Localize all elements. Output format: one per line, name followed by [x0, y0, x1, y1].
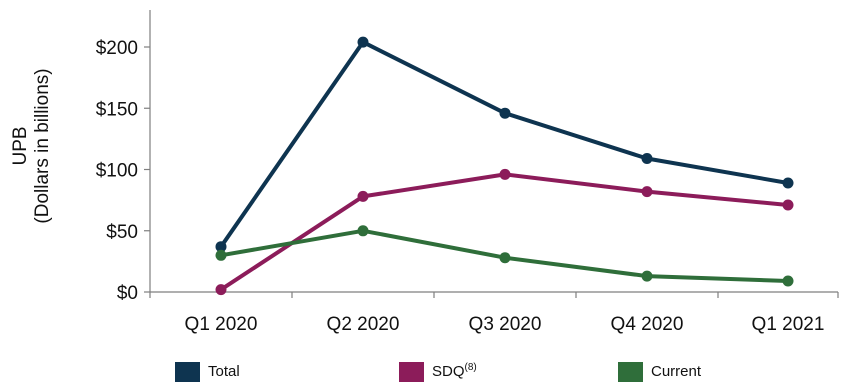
y-ticks: $0 $50 $100 $150 $200 — [96, 38, 150, 304]
series-points — [215, 36, 794, 296]
data-point-current — [782, 275, 794, 287]
data-point-current — [215, 249, 227, 261]
y-tick-label: $0 — [117, 283, 138, 304]
legend-label-name: Current — [651, 363, 702, 380]
legend-item-total: Total — [175, 362, 240, 382]
data-point-total — [215, 241, 227, 253]
data-point-total — [782, 177, 794, 189]
data-point-total — [641, 153, 653, 164]
y-axis-title: UPB — [10, 126, 31, 165]
x-tick-label: Q2 2020 — [327, 314, 400, 335]
data-point-sdq — [782, 199, 794, 211]
data-point-current — [641, 270, 653, 282]
x-tick-label: Q1 2020 — [185, 314, 258, 335]
legend: Total SDQ(8) Current — [0, 362, 858, 384]
legend-label: Total — [208, 362, 240, 382]
legend-swatch — [175, 362, 200, 382]
legend-item-sdq: SDQ(8) — [399, 362, 477, 382]
x-tick-label: Q1 2021 — [752, 314, 825, 335]
x-tick-label: Q4 2020 — [611, 314, 684, 335]
data-point-sdq — [641, 186, 653, 198]
data-point-sdq — [357, 190, 369, 202]
data-point-sdq — [499, 168, 511, 180]
legend-label-name: Total — [208, 363, 240, 380]
y-axis-subtitle: (Dollars in billions) — [32, 68, 53, 223]
axes — [149, 10, 838, 293]
legend-label: Current — [651, 362, 701, 382]
data-point-sdq — [215, 284, 227, 296]
x-ticks: Q1 2020 Q2 2020 Q3 2020 Q4 2020 Q1 2021 — [149, 292, 839, 335]
legend-label: SDQ(8) — [432, 362, 477, 382]
y-tick-label: $100 — [96, 161, 138, 182]
legend-footnote: (8) — [464, 362, 477, 373]
series-line-sdq — [219, 172, 790, 292]
legend-item-current: Current — [618, 362, 701, 382]
series-line-total — [219, 40, 790, 249]
y-tick-label: $200 — [96, 38, 138, 59]
data-point-current — [499, 252, 511, 264]
x-tick-label: Q3 2020 — [469, 314, 542, 335]
legend-label-name: SDQ — [432, 363, 465, 380]
data-point-total — [499, 107, 511, 119]
data-point-current — [357, 225, 369, 237]
legend-swatch — [399, 362, 424, 382]
legend-swatch — [618, 362, 643, 382]
data-point-total — [357, 36, 369, 48]
y-tick-label: $150 — [96, 99, 138, 120]
y-tick-label: $50 — [106, 222, 138, 243]
